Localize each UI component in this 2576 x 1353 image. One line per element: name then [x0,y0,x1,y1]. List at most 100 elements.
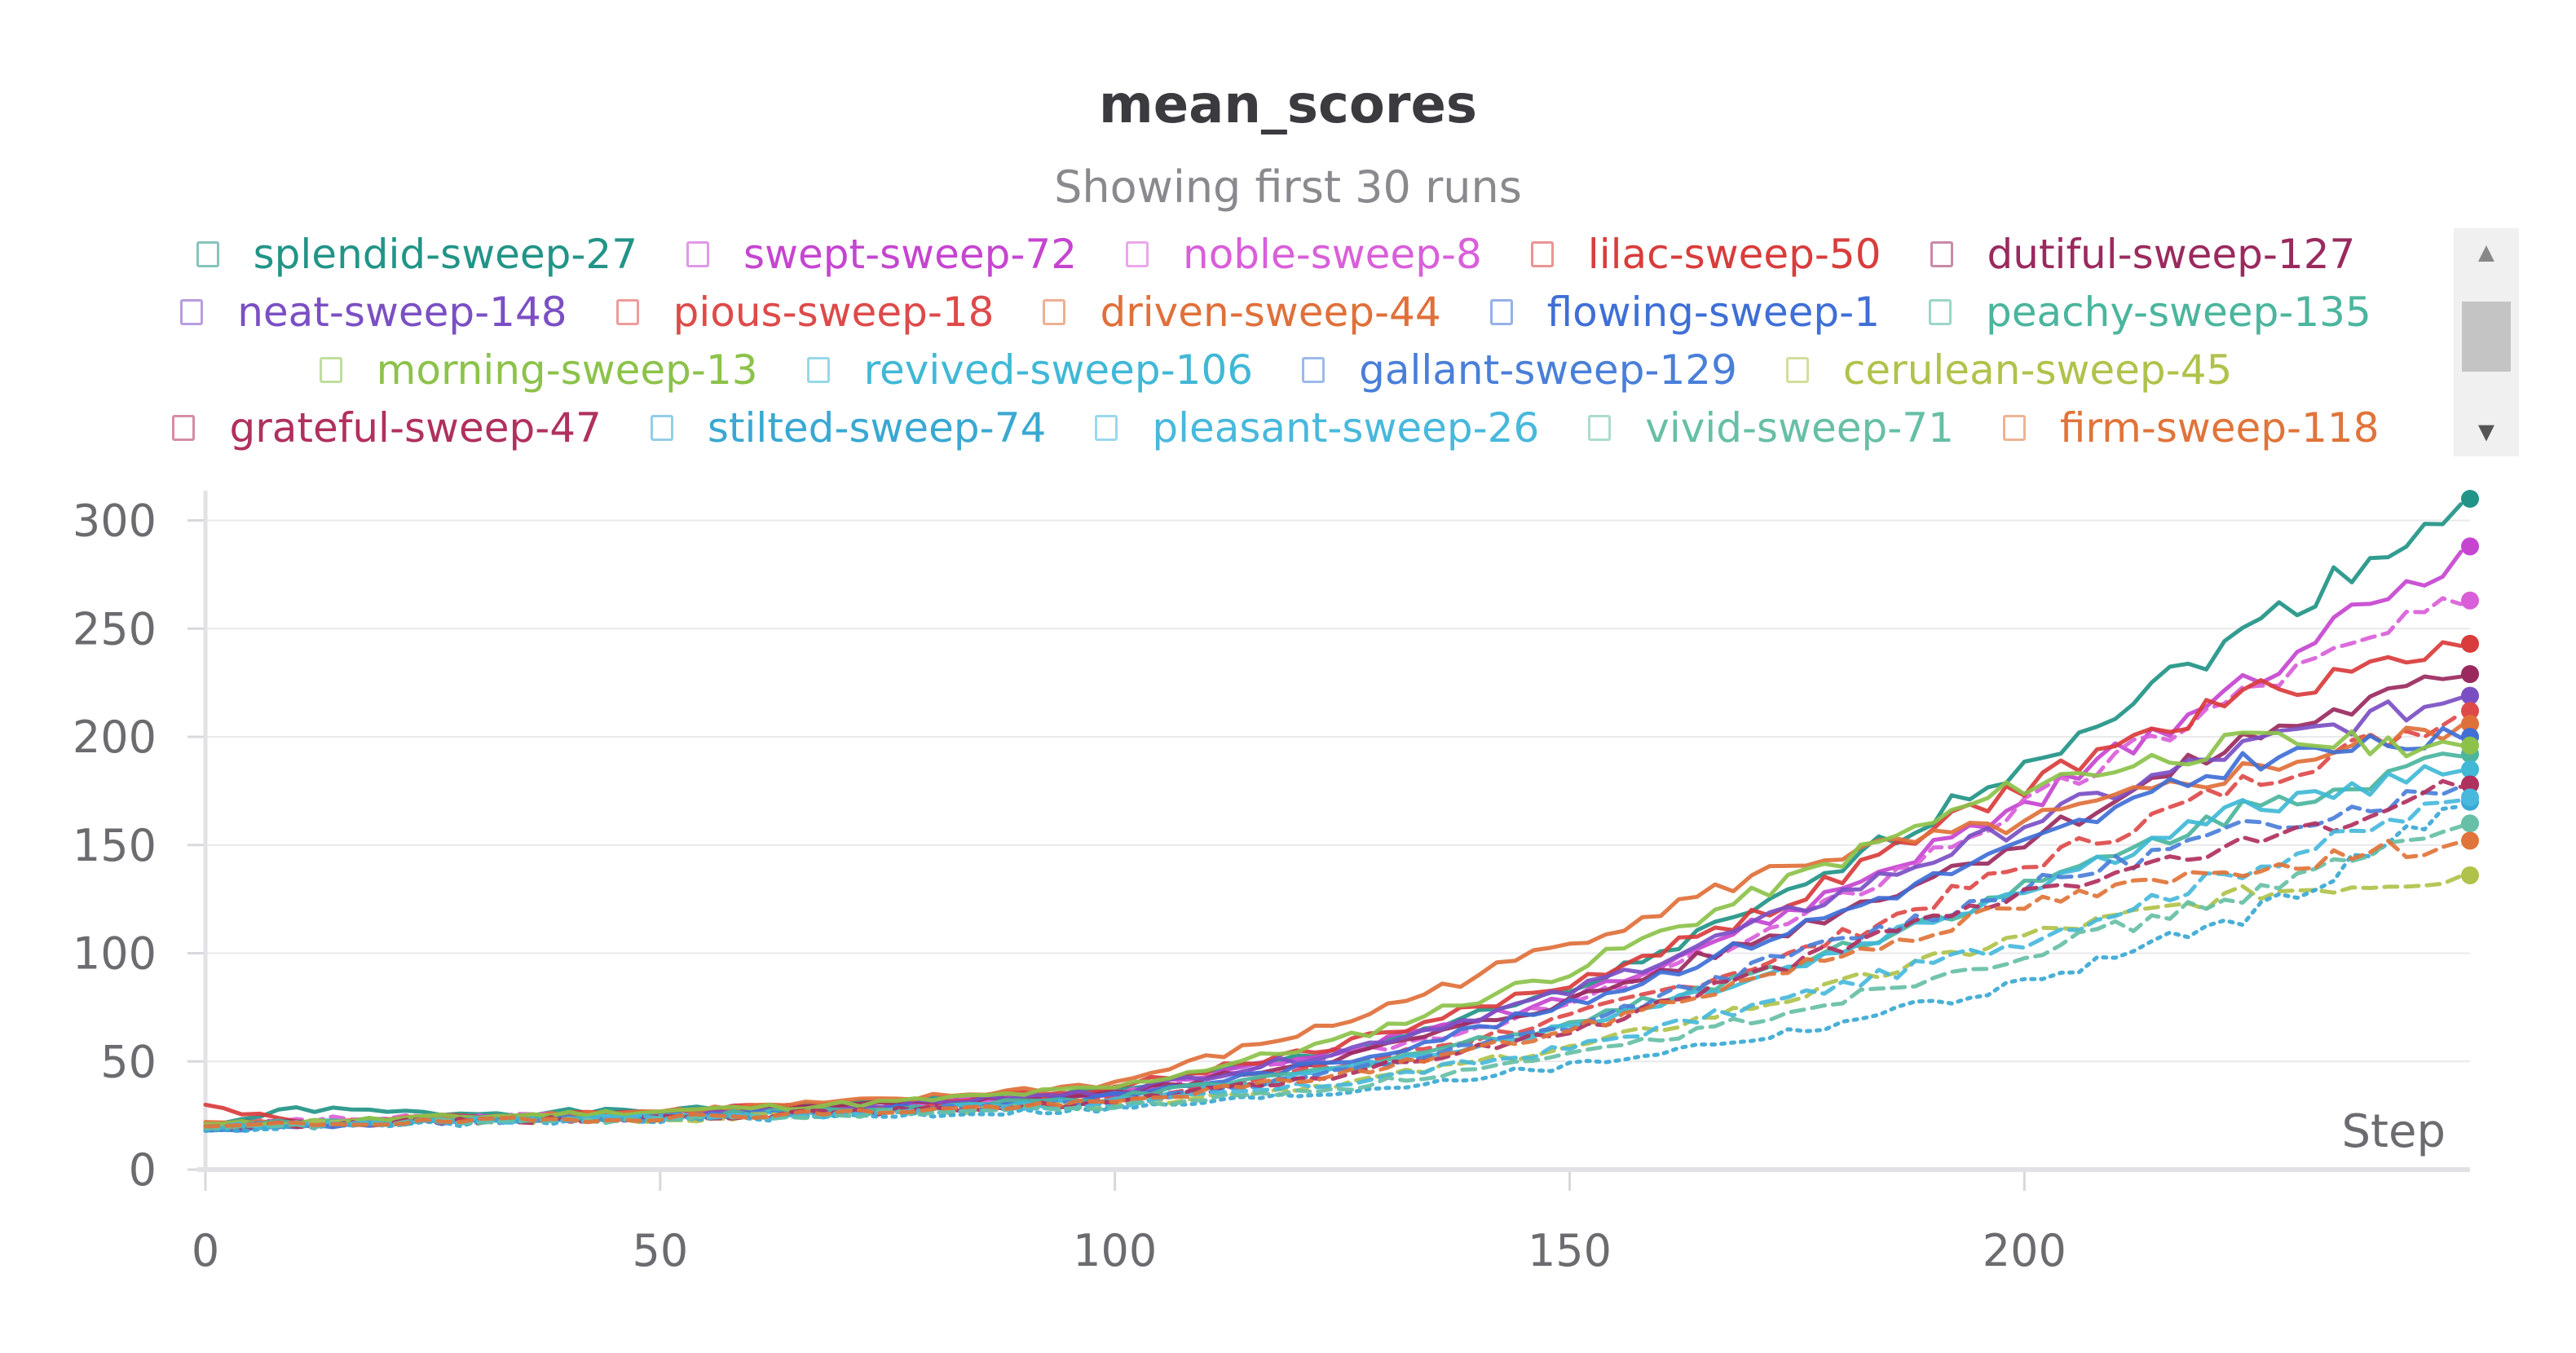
series-line-vivid-sweep-71 [203,824,2464,1131]
legend-label: swept-sweep-72 [743,230,1078,278]
legend-label: noble-sweep-8 [1183,230,1482,278]
legend-item-swept-sweep-72[interactable]: swept-sweep-72 [686,231,1077,278]
legend-item-morning-sweep-13[interactable]: morning-sweep-13 [319,346,758,394]
legend-item-driven-sweep-44[interactable]: driven-sweep-44 [1043,288,1441,336]
legend-scrollbar[interactable]: ▲ ▼ [2454,228,2519,456]
series-endpoint-cerulean-sweep-45 [2461,866,2479,884]
legend-label: neat-sweep-148 [237,288,567,336]
legend-label: peachy-sweep-135 [1986,288,2371,336]
series-endpoint-vivid-sweep-71 [2461,814,2479,833]
legend-item-lilac-sweep-50[interactable]: lilac-sweep-50 [1530,230,1881,278]
legend-swatch [1302,356,1325,383]
legend-label: splendid-sweep-27 [253,230,638,278]
legend-label: revived-sweep-106 [863,346,1254,394]
legend-swatch [806,356,830,383]
x-tick-label: 100 [1073,1225,1157,1276]
series-line-cerulean-sweep-45 [203,874,2464,1129]
legend-item-grateful-sweep-47[interactable]: grateful-sweep-47 [172,404,602,452]
x-tick-label: 0 [192,1225,219,1276]
chart-title: mean_scores [1099,75,1477,135]
legend-swatch [1126,240,1149,267]
series-endpoint-driven-sweep-44 [2461,715,2479,734]
legend-item-vivid-sweep-71[interactable]: vivid-sweep-71 [1588,404,1954,452]
x-tick-label: 200 [1983,1225,2067,1276]
legend-label: firm-sweep-118 [2059,403,2380,452]
legend-row: morning-sweep-13 revived-sweep-106 gallant… [122,341,2429,399]
series-endpoint-dutiful-sweep-127 [2461,665,2479,684]
series-endpoint-neat-sweep-148 [2461,686,2479,705]
legend-swatch [1530,240,1554,267]
series-endpoint-pleasant-sweep-26 [2461,788,2479,807]
legend-item-cerulean-sweep-45[interactable]: cerulean-sweep-45 [1785,346,2233,394]
y-tick-label: 250 [73,603,157,654]
legend-row: neat-sweep-148 pious-sweep-18 driven-sweep… [122,283,2429,341]
legend-label: morning-sweep-13 [376,346,758,394]
y-tick-label: 200 [73,712,157,763]
legend-item-revived-sweep-106[interactable]: revived-sweep-106 [806,346,1254,394]
x-tick-label: 150 [1528,1225,1612,1276]
series-endpoint-noble-sweep-8 [2461,591,2479,610]
legend-swatch [1930,240,1953,267]
legend-label: pleasant-sweep-26 [1152,403,1540,452]
legend-swatch [686,240,710,267]
series-endpoint-pious-sweep-18 [2461,702,2479,721]
legend-swatch [650,414,673,441]
y-tick-label: 100 [73,928,157,980]
legend-item-dutiful-sweep-127[interactable]: dutiful-sweep-127 [1930,230,2356,278]
legend-label: stilted-sweep-74 [707,403,1047,452]
series-line-stilted-sweep-74 [203,804,2464,1134]
scroll-up-arrow-icon[interactable]: ▲ [2472,236,2500,268]
series-line-pleasant-sweep-26 [203,798,2464,1130]
legend-swatch [1489,298,1513,325]
series-line-firm-sweep-118 [203,839,2464,1129]
legend-item-stilted-sweep-74[interactable]: stilted-sweep-74 [650,403,1047,452]
legend-item-flowing-sweep-1[interactable]: flowing-sweep-1 [1489,288,1881,336]
legend-item-neat-sweep-148[interactable]: neat-sweep-148 [180,289,567,336]
legend-item-peachy-sweep-135[interactable]: peachy-sweep-135 [1929,289,2371,336]
legend-label: pious-sweep-18 [673,288,995,336]
series-line-revived-sweep-106 [203,764,2464,1131]
x-tick-label: 50 [632,1225,688,1276]
series-endpoint-grateful-sweep-47 [2461,775,2479,794]
legend-label: cerulean-sweep-45 [1842,346,2233,394]
y-tick-label: 50 [100,1036,157,1087]
legend-item-firm-sweep-118[interactable]: firm-sweep-118 [2002,403,2380,452]
legend-item-pious-sweep-18[interactable]: pious-sweep-18 [615,288,995,336]
y-tick-label: 300 [73,496,157,547]
legend-item-pleasant-sweep-26[interactable]: pleasant-sweep-26 [1095,404,1539,452]
legend-swatch [1785,356,1809,383]
legend-label: vivid-sweep-71 [1645,403,1954,452]
series-endpoint-swept-sweep-72 [2461,537,2479,556]
legend-item-noble-sweep-8[interactable]: noble-sweep-8 [1126,231,1482,278]
legend-label: gallant-sweep-129 [1359,346,1737,394]
y-tick-label: 150 [73,820,157,871]
legend-row: grateful-sweep-47 stilted-sweep-74 pleasan… [122,399,2429,456]
legend-swatch [319,356,342,383]
legend-item-gallant-sweep-129[interactable]: gallant-sweep-129 [1302,346,1737,394]
series-line-morning-sweep-13 [203,729,2464,1127]
legend-label: dutiful-sweep-127 [1987,230,2356,278]
legend-row: splendid-sweep-27 swept-sweep-72 noble-swe… [122,225,2429,283]
legend-label: lilac-sweep-50 [1587,230,1881,278]
legend: splendid-sweep-27 swept-sweep-72 noble-swe… [122,225,2429,461]
legend-item-splendid-sweep-27[interactable]: splendid-sweep-27 [196,231,637,278]
legend-swatch [180,298,204,325]
legend-swatch [1929,298,1952,325]
y-tick-label: 0 [129,1144,157,1196]
x-axis-title: Step [2341,1105,2446,1158]
legend-label: flowing-sweep-1 [1546,288,1881,336]
legend-swatch [1095,414,1118,441]
series-line-splendid-sweep-27 [203,502,2464,1129]
series-endpoint-firm-sweep-118 [2461,831,2479,850]
series-endpoint-revived-sweep-106 [2461,760,2479,778]
series-endpoint-splendid-sweep-27 [2461,490,2479,508]
legend-swatch [615,298,639,325]
scroll-thumb[interactable] [2462,302,2511,372]
legend-swatch [1588,414,1612,441]
legend-label: driven-sweep-44 [1100,288,1441,336]
chart-subtitle: Showing first 30 runs [1054,161,1522,213]
scroll-down-arrow-icon[interactable]: ▼ [2472,416,2500,447]
series-endpoint-morning-sweep-13 [2461,736,2479,755]
